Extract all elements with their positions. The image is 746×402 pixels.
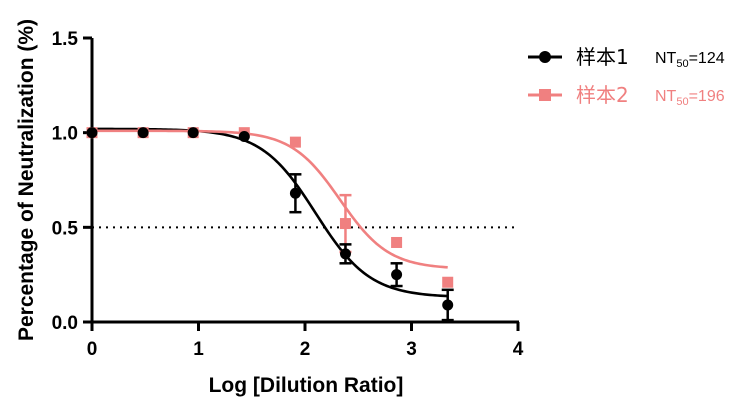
nt50-subscript: 50 xyxy=(676,58,688,70)
legend-label: 样本1 xyxy=(576,45,629,69)
legend-marker xyxy=(539,51,551,63)
data-point xyxy=(86,127,98,139)
data-point xyxy=(238,130,250,142)
y-tick-label: 1.5 xyxy=(52,29,79,50)
data-point xyxy=(339,218,351,230)
nt50-value: =124 xyxy=(689,50,725,67)
data-points xyxy=(86,127,454,322)
fit-curve xyxy=(92,129,448,269)
fit-curves xyxy=(92,127,448,298)
x-tick-label: 3 xyxy=(406,339,417,360)
x-axis-title: Log [Dilution Ratio] xyxy=(209,374,404,397)
y-tick-label: 0.5 xyxy=(52,218,79,239)
nt50-prefix: NT xyxy=(655,88,677,105)
nt50-prefix: NT xyxy=(655,50,677,67)
x-tick-label: 0 xyxy=(87,339,98,360)
x-tick-label: 2 xyxy=(300,339,311,360)
data-point xyxy=(137,127,149,139)
data-point xyxy=(442,299,454,311)
nt50-subscript: 50 xyxy=(676,96,688,108)
data-point xyxy=(339,248,351,260)
axes: 0 1 2 3 4 0.0 0.5 1.0 1.5 xyxy=(52,29,524,360)
legend-label: 样本2 xyxy=(576,83,629,107)
x-tick-label: 4 xyxy=(513,339,524,360)
fit-curve xyxy=(92,127,448,298)
y-axis-title: Percentage of Neutralization (%) xyxy=(15,19,38,341)
data-point xyxy=(187,127,199,139)
data-point xyxy=(391,269,403,281)
x-tick-label: 1 xyxy=(193,339,204,360)
y-tick-label: 1.0 xyxy=(52,124,78,145)
y-tick-label: 0.0 xyxy=(52,313,78,334)
nt50-value: =196 xyxy=(689,88,725,105)
data-point xyxy=(289,136,301,148)
data-point xyxy=(391,236,403,248)
data-point xyxy=(442,276,454,288)
nt50-label: NT50=124 xyxy=(655,50,725,70)
nt50-label: NT50=196 xyxy=(655,88,725,108)
legend-marker xyxy=(539,89,551,101)
data-point xyxy=(289,187,301,199)
